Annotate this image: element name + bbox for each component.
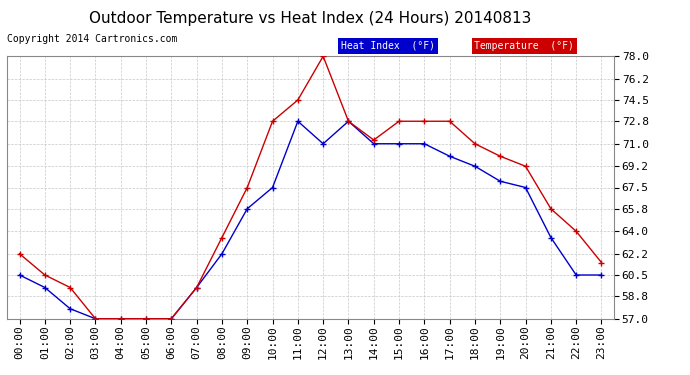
Text: Heat Index  (°F): Heat Index (°F) — [341, 41, 435, 51]
Text: Copyright 2014 Cartronics.com: Copyright 2014 Cartronics.com — [7, 34, 177, 44]
Text: Outdoor Temperature vs Heat Index (24 Hours) 20140813: Outdoor Temperature vs Heat Index (24 Ho… — [89, 11, 532, 26]
Text: Temperature  (°F): Temperature (°F) — [475, 41, 574, 51]
